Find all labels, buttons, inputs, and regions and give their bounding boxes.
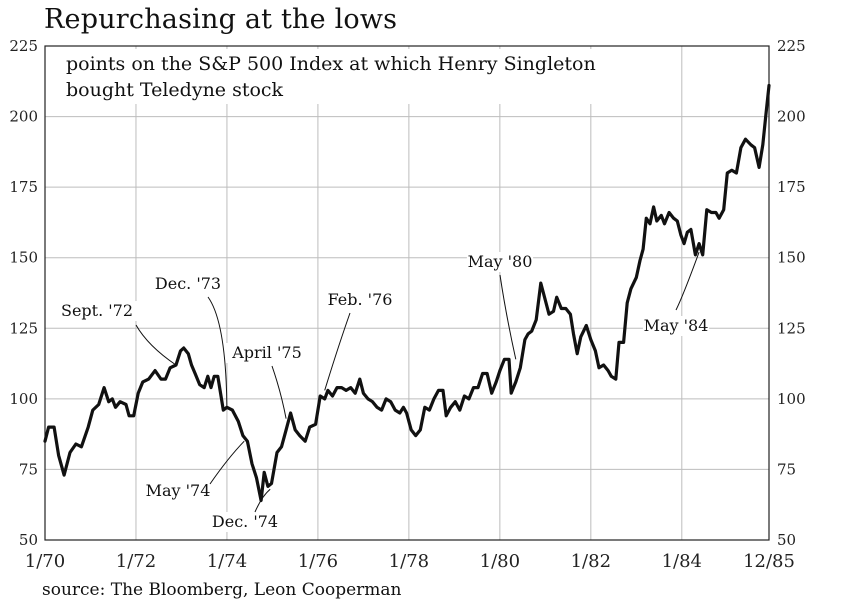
y-tick-label-right: 150 — [777, 249, 806, 267]
y-tick-label-left: 175 — [9, 178, 38, 196]
x-tick-label: 12/85 — [743, 551, 795, 572]
annotation-label: Feb. '76 — [328, 290, 393, 309]
y-tick-label-left: 100 — [9, 390, 38, 408]
annotation-mask — [466, 252, 534, 272]
x-tick-label: 1/72 — [116, 551, 156, 572]
gridlines — [45, 46, 769, 540]
y-tick-label-left: 125 — [9, 319, 38, 337]
subtitle-line: points on the S&P 500 Index at which Hen… — [66, 53, 596, 75]
subtitle-line: bought Teledyne stock — [66, 79, 284, 101]
annotation-mask — [642, 316, 710, 336]
x-tick-label: 1/80 — [480, 551, 520, 572]
y-tick-label-right: 125 — [777, 319, 806, 337]
annotation-mask — [55, 301, 139, 321]
annotation-mask — [144, 481, 212, 501]
annotation-leader — [135, 324, 177, 366]
annotation-leader — [271, 365, 287, 419]
x-tick-label: 1/78 — [389, 551, 429, 572]
label-masks — [55, 49, 710, 532]
plot-border — [44, 45, 770, 541]
annotation-mask — [322, 290, 398, 310]
y-tick-label-left: 225 — [9, 37, 38, 55]
x-tick-label: 1/76 — [298, 551, 338, 572]
text-labels: 50 50 75 75 100 100 125 125 150 150 175 175 200 200 22… — [9, 37, 805, 572]
y-tick-label-right: 225 — [777, 37, 806, 55]
annotation-label: April '75 — [231, 343, 302, 362]
annotation-leader — [675, 251, 700, 311]
annotation-mask — [207, 512, 283, 532]
annotation-leader — [324, 312, 351, 391]
y-tick-label-right: 200 — [777, 108, 806, 126]
y-tick-label-right: 100 — [777, 390, 806, 408]
y-tick-label-right: 75 — [777, 460, 796, 478]
annotation-mask — [150, 274, 226, 294]
chart-subtitle: points on the S&P 500 Index at which Hen… — [66, 53, 596, 101]
annotation-leader — [207, 296, 228, 408]
x-tick-label: 1/70 — [25, 551, 65, 572]
annotation-label: Dec. '74 — [212, 512, 278, 531]
series-line — [43, 83, 771, 503]
data-series — [43, 83, 771, 503]
x-tick-label: 1/74 — [207, 551, 247, 572]
annotation-label: May '80 — [468, 252, 533, 271]
subtitle-mask — [58, 49, 628, 104]
x-tick-label: 1/84 — [662, 551, 702, 572]
annotation-leader — [499, 274, 517, 360]
x-tick-label: 1/82 — [571, 551, 611, 572]
y-tick-label-left: 150 — [9, 249, 38, 267]
y-tick-label-right: 175 — [777, 178, 806, 196]
annotation-leader — [209, 440, 245, 485]
annotation-label: May '84 — [644, 316, 709, 335]
y-tick-label-left: 200 — [9, 108, 38, 126]
source-note: source: The Bloomberg, Leon Cooperman — [42, 580, 402, 600]
annotation-leader — [254, 488, 271, 513]
annotation-label: Dec. '73 — [155, 274, 221, 293]
chart-title: Repurchasing at the lows — [44, 4, 398, 35]
annotation-label: Sept. '72 — [61, 301, 133, 320]
y-tick-label-left: 75 — [19, 460, 38, 478]
y-tick-label-left: 50 — [19, 531, 38, 549]
plot-frame — [44, 45, 770, 541]
annotation-label: May '74 — [146, 481, 211, 500]
y-tick-label-right: 50 — [777, 531, 796, 549]
annotation-mask — [225, 343, 309, 363]
